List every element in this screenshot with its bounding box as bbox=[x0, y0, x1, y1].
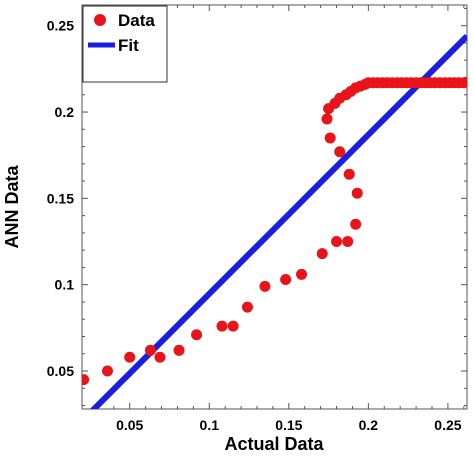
fit-series bbox=[89, 33, 467, 409]
x-tick-label: 0.25 bbox=[434, 417, 461, 433]
data-point bbox=[241, 301, 253, 313]
legend-data-label: Data bbox=[118, 11, 155, 30]
data-point bbox=[342, 236, 354, 248]
data-point bbox=[316, 248, 328, 260]
data-point bbox=[101, 365, 113, 377]
data-point bbox=[154, 351, 166, 363]
data-point bbox=[296, 268, 308, 280]
data-point bbox=[173, 344, 185, 356]
x-tick-label: 0.1 bbox=[200, 417, 220, 433]
data-point bbox=[280, 274, 292, 286]
legend-fit-label: Fit bbox=[118, 36, 139, 55]
data-point bbox=[458, 77, 467, 89]
x-tick-label: 0.15 bbox=[275, 417, 302, 433]
data-point bbox=[331, 236, 343, 248]
y-axis-title: ANN Data bbox=[2, 165, 22, 249]
x-tick-labels: 0.05 0.1 0.15 0.2 0.25 bbox=[116, 417, 462, 433]
data-point bbox=[343, 168, 355, 180]
y-tick-label: 0.15 bbox=[47, 190, 74, 206]
data-point bbox=[144, 344, 156, 356]
data-point bbox=[216, 320, 228, 332]
fit-line bbox=[89, 33, 467, 409]
data-point bbox=[351, 187, 363, 199]
y-tick-label: 0.2 bbox=[55, 104, 75, 120]
y-tick-label: 0.25 bbox=[47, 18, 74, 34]
data-point bbox=[321, 113, 333, 125]
y-tick-label: 0.1 bbox=[55, 277, 75, 293]
data-point bbox=[350, 218, 362, 230]
data-series bbox=[82, 77, 467, 386]
y-tick-labels: 0.05 0.1 0.15 0.2 0.25 bbox=[47, 18, 74, 379]
data-point bbox=[334, 146, 346, 158]
x-tick-label: 0.2 bbox=[359, 417, 379, 433]
data-point bbox=[259, 280, 271, 292]
data-point bbox=[324, 132, 336, 144]
legend: Data Fit bbox=[82, 5, 168, 83]
x-tick-label: 0.05 bbox=[116, 417, 143, 433]
x-axis-title: Actual Data bbox=[224, 434, 324, 454]
data-point bbox=[82, 374, 90, 386]
data-point bbox=[227, 320, 239, 332]
y-tick-label: 0.05 bbox=[47, 363, 74, 379]
data-point bbox=[191, 329, 203, 341]
legend-data-swatch bbox=[94, 14, 106, 26]
data-point bbox=[124, 351, 136, 363]
